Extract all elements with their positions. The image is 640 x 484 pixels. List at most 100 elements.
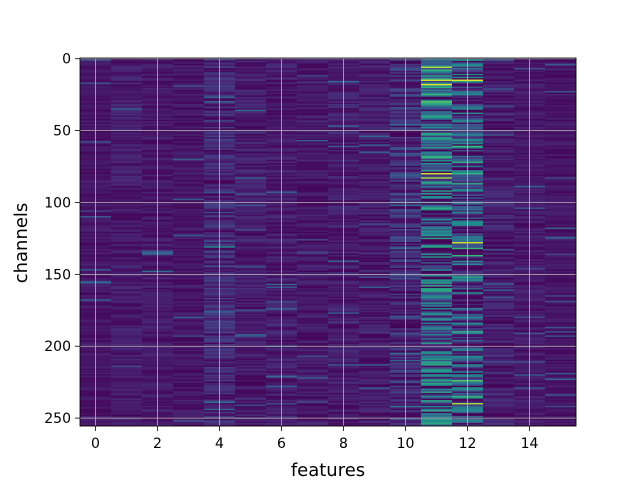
heatmap-cell <box>297 131 329 134</box>
heatmap-cell <box>297 368 329 371</box>
heatmap-cell <box>111 190 143 192</box>
heatmap-cell <box>359 374 391 376</box>
heatmap-cell <box>297 185 329 188</box>
heatmap-cell <box>297 341 329 343</box>
heatmap-cell <box>173 400 205 402</box>
heatmap-cell <box>421 104 453 106</box>
heatmap-cell <box>111 85 143 88</box>
heatmap-cell <box>545 105 577 108</box>
heatmap-cell <box>483 96 515 99</box>
heatmap-cell <box>421 139 453 142</box>
heatmap-cell <box>545 227 577 230</box>
heatmap-cell <box>359 157 391 159</box>
heatmap-cell <box>421 224 453 227</box>
heatmap-cell <box>111 418 143 421</box>
heatmap-cell <box>297 95 329 98</box>
heatmap-cell <box>421 134 453 136</box>
heatmap-cell <box>483 266 515 269</box>
heatmap-cell <box>297 359 329 362</box>
heatmap-cell <box>483 392 515 395</box>
heatmap-cell <box>297 250 329 253</box>
heatmap-cell <box>173 109 205 112</box>
heatmap-cell <box>297 125 329 128</box>
heatmap-cell <box>483 106 515 109</box>
heatmap-cell <box>359 309 391 312</box>
heatmap-cell <box>235 262 267 264</box>
heatmap-cell <box>173 354 205 356</box>
heatmap-cell <box>359 111 391 113</box>
heatmap-cell <box>111 135 143 138</box>
heatmap-cell <box>545 220 577 223</box>
heatmap-cell <box>297 424 329 427</box>
heatmap-cell <box>483 62 515 65</box>
heatmap-cell <box>545 98 577 100</box>
heatmap-cell <box>173 127 205 129</box>
heatmap-cell <box>297 391 329 394</box>
heatmap-cell <box>297 183 329 185</box>
heatmap-cell <box>545 289 577 292</box>
heatmap-cell <box>297 73 329 76</box>
heatmap-cell <box>421 369 453 372</box>
heatmap-cell <box>235 423 267 425</box>
heatmap-cell <box>421 161 453 164</box>
heatmap-cell <box>483 329 515 332</box>
heatmap-cell <box>483 181 515 184</box>
heatmap-cell <box>173 331 205 333</box>
y-tick-label: 100 <box>44 195 71 211</box>
heatmap-cell <box>297 115 329 118</box>
heatmap-cell <box>235 349 267 352</box>
heatmap-cell <box>297 243 329 246</box>
heatmap-cell <box>111 359 143 362</box>
heatmap-cell <box>359 349 391 352</box>
heatmap-cell <box>235 308 267 310</box>
heatmap-cell <box>359 69 391 72</box>
heatmap-cell <box>545 421 577 424</box>
heatmap-cell <box>359 155 391 158</box>
heatmap-cell <box>235 95 267 98</box>
heatmap-cell <box>173 164 205 167</box>
heatmap-cell <box>111 272 143 274</box>
heatmap-cell <box>421 114 453 116</box>
heatmap-cell <box>545 394 577 397</box>
heatmap-cell <box>235 88 267 90</box>
heatmap-cell <box>359 68 391 70</box>
heatmap-cell <box>421 208 453 211</box>
heatmap-cell <box>297 354 329 356</box>
heatmap-cell <box>545 253 577 256</box>
heatmap-cell <box>545 262 577 264</box>
heatmap-cell <box>359 121 391 123</box>
heatmap-cell <box>483 368 515 371</box>
heatmap-cell <box>545 62 577 65</box>
heatmap-cell <box>235 318 267 320</box>
heatmap-cell <box>173 275 205 277</box>
heatmap-cell <box>483 423 515 425</box>
heatmap-cell <box>359 369 391 372</box>
heatmap-cell <box>173 213 205 215</box>
heatmap-cell <box>111 398 143 401</box>
heatmap-cell <box>483 292 515 295</box>
heatmap-cell <box>359 282 391 284</box>
heatmap-cell <box>235 302 267 305</box>
heatmap-cell <box>359 141 391 144</box>
heatmap-cell <box>111 68 143 70</box>
heatmap-cell <box>235 63 267 66</box>
heatmap-cell <box>545 302 577 305</box>
heatmap-cell <box>173 368 205 371</box>
heatmap-cell <box>483 125 515 128</box>
heatmap-cell <box>545 362 577 365</box>
heatmap-cell <box>359 88 391 90</box>
heatmap-cell <box>173 128 205 131</box>
heatmap-cell <box>235 329 267 332</box>
heatmap-cell <box>421 177 453 180</box>
heatmap-cell <box>421 336 453 339</box>
heatmap-cell <box>235 98 267 100</box>
heatmap-cell <box>421 292 453 295</box>
heatmap-cell <box>235 220 267 223</box>
heatmap-cell <box>359 318 391 320</box>
heatmap-cell <box>297 262 329 264</box>
heatmap-cell <box>297 200 329 203</box>
heatmap-cell <box>173 259 205 261</box>
heatmap-cell <box>545 168 577 171</box>
heatmap-cell <box>421 385 453 388</box>
heatmap-cell <box>421 85 453 88</box>
